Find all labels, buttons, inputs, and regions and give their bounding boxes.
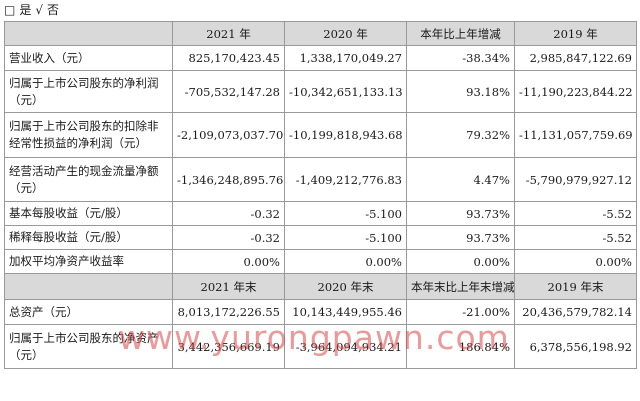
table-row: 经营活动产生的现金流量净额（元） -1,346,248,895.76 -1,40… — [4, 157, 637, 202]
cell-2020: -10,342,651,133.13 — [284, 70, 407, 113]
cell-2021: -705,532,147.28 — [172, 70, 285, 113]
header-change-end: 本年末比上年末增减 — [406, 273, 515, 300]
cell-2020: 1,338,170,049.27 — [284, 45, 407, 71]
table-row: 稀释每股收益（元/股） -0.32 -5.100 93.73% -5.52 — [4, 225, 637, 250]
row-label: 稀释每股收益（元/股） — [4, 225, 173, 250]
row-label: 营业收入（元） — [4, 45, 173, 71]
cell-change: 79.32% — [406, 112, 515, 158]
cell-change: 186.84% — [406, 324, 515, 369]
cell-2021: 825,170,423.45 — [172, 45, 285, 71]
cell-2021: -2,109,073,037.70 — [172, 112, 285, 158]
cell-change: 93.73% — [406, 225, 515, 250]
table-row: 总资产（元） 8,013,172,226.55 10,143,449,955.4… — [4, 299, 637, 325]
cell-2021: 3,442,356,669.19 — [172, 324, 285, 369]
cell-change: -21.00% — [406, 299, 515, 325]
row-label: 归属于上市公司股东的扣除非经常性损益的净利润（元） — [4, 112, 173, 158]
header-2020-end: 2020 年末 — [284, 273, 407, 300]
option-yes: 是 — [19, 3, 32, 17]
cell-2020: 0.00% — [284, 249, 407, 274]
row-label: 加权平均净资产收益率 — [4, 249, 173, 274]
cell-2019: -5.52 — [514, 201, 637, 226]
cell-change: 93.18% — [406, 70, 515, 113]
header-2021-end: 2021 年末 — [172, 273, 285, 300]
cell-2019: 6,378,556,198.92 — [514, 324, 637, 369]
cell-2020: -3,964,094,934.21 — [284, 324, 407, 369]
table-row: 营业收入（元） 825,170,423.45 1,338,170,049.27 … — [4, 45, 637, 71]
row-label: 归属于上市公司股东的净资产（元） — [4, 324, 173, 369]
cell-change: -38.34% — [406, 45, 515, 71]
financial-summary-table: 2021 年 2020 年 本年比上年增减 2019 年 营业收入（元） 825… — [4, 21, 637, 369]
cell-2019: 0.00% — [514, 249, 637, 274]
header-blank-cell — [4, 273, 173, 300]
restatement-options-line: □ 是 √ 否 — [4, 0, 63, 20]
cell-2019: -5,790,979,927.12 — [514, 157, 637, 202]
header-2020: 2020 年 — [284, 21, 407, 46]
option-no: 否 — [47, 3, 60, 17]
table-header-row: 2021 年 2020 年 本年比上年增减 2019 年 — [4, 21, 637, 46]
checkbox-empty-icon: □ — [4, 3, 16, 17]
cell-change: 93.73% — [406, 201, 515, 226]
cell-2021: 0.00% — [172, 249, 285, 274]
cell-change: 4.47% — [406, 157, 515, 202]
cell-2020: 10,143,449,955.46 — [284, 299, 407, 325]
cell-2021: -1,346,248,895.76 — [172, 157, 285, 202]
row-label: 归属于上市公司股东的净利润（元） — [4, 70, 173, 113]
table-row: 归属于上市公司股东的净利润（元） -705,532,147.28 -10,342… — [4, 70, 637, 113]
cell-2019: 2,985,847,122.69 — [514, 45, 637, 71]
cell-2021: 8,013,172,226.55 — [172, 299, 285, 325]
header-blank-cell — [4, 21, 173, 46]
cell-2021: -0.32 — [172, 201, 285, 226]
header-change: 本年比上年增减 — [406, 21, 515, 46]
cell-2019: -5.52 — [514, 225, 637, 250]
table-row: 归属于上市公司股东的净资产（元） 3,442,356,669.19 -3,964… — [4, 324, 637, 369]
cell-2019: -11,131,057,759.69 — [514, 112, 637, 158]
header-2019: 2019 年 — [514, 21, 637, 46]
cell-change: 0.00% — [406, 249, 515, 274]
table-row: 基本每股收益（元/股） -0.32 -5.100 93.73% -5.52 — [4, 201, 637, 226]
cell-2020: -1,409,212,776.83 — [284, 157, 407, 202]
table-row: 加权平均净资产收益率 0.00% 0.00% 0.00% 0.00% — [4, 249, 637, 274]
cell-2020: -5.100 — [284, 201, 407, 226]
header-2019-end: 2019 年末 — [514, 273, 637, 300]
row-label: 基本每股收益（元/股） — [4, 201, 173, 226]
table-row: 归属于上市公司股东的扣除非经常性损益的净利润（元） -2,109,073,037… — [4, 112, 637, 158]
row-label: 经营活动产生的现金流量净额（元） — [4, 157, 173, 202]
cell-2019: -11,190,223,844.22 — [514, 70, 637, 113]
row-label: 总资产（元） — [4, 299, 173, 325]
cell-2020: -10,199,818,943.68 — [284, 112, 407, 158]
cell-2019: 20,436,579,782.14 — [514, 299, 637, 325]
check-mark-icon: √ — [35, 3, 44, 17]
cell-2020: -5.100 — [284, 225, 407, 250]
table-header-row-year-end: 2021 年末 2020 年末 本年末比上年末增减 2019 年末 — [4, 273, 637, 300]
cell-2021: -0.32 — [172, 225, 285, 250]
header-2021: 2021 年 — [172, 21, 285, 46]
